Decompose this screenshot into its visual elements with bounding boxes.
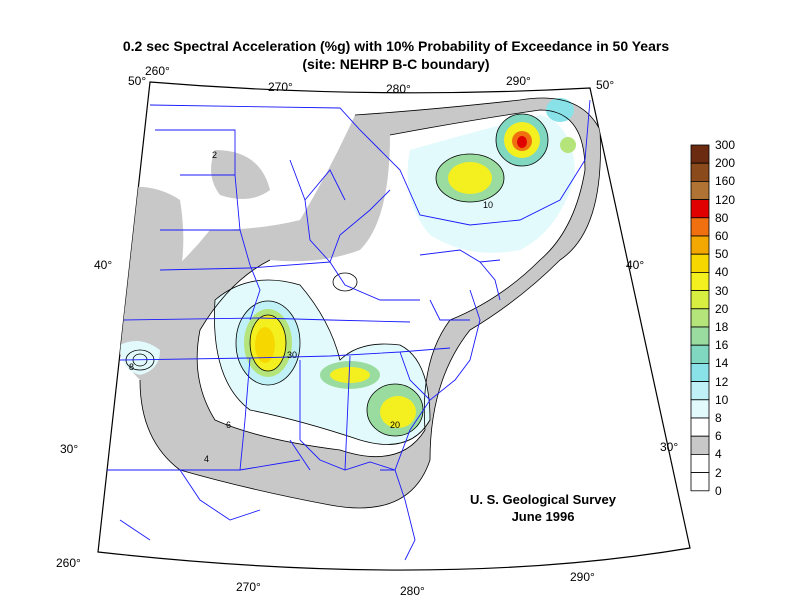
legend-swatch [690, 472, 710, 492]
contour-label: 10 [483, 200, 494, 210]
lon-label-top-3: 280° [386, 82, 411, 96]
legend-swatch [690, 235, 710, 255]
legend-level-label: 120 [715, 192, 736, 207]
lat-label-left-50: 50° [128, 74, 147, 88]
legend-swatch [690, 344, 710, 364]
lat-label-left-40: 40° [94, 258, 113, 272]
lon-label-bottom-4: 290° [570, 570, 595, 584]
legend-swatch [690, 217, 710, 237]
legend-swatch [690, 180, 710, 200]
lon-label-bottom-1: 260° [56, 556, 81, 570]
legend-swatch [690, 199, 710, 219]
legend-level-label: 50 [715, 247, 729, 262]
contour-label: 30 [287, 350, 298, 360]
lat-label-left-30: 30° [60, 442, 79, 456]
legend-level-label: 4 [715, 447, 722, 462]
legend-swatch [690, 290, 710, 310]
legend-swatch [690, 453, 710, 473]
hazard-hotspots [236, 98, 576, 436]
lon-label-top-1: 260° [145, 64, 170, 78]
legend-swatch [690, 162, 710, 182]
legend-level-label: 40 [715, 265, 729, 280]
legend-level-label: 14 [715, 356, 729, 371]
lon-label-bottom-2: 270° [236, 580, 261, 594]
legend-level-label: 80 [715, 210, 729, 225]
legend-swatch [690, 417, 710, 437]
lat-label-right-40: 40° [626, 258, 645, 272]
legend-level-label: 60 [715, 229, 729, 243]
legend-swatch [690, 381, 710, 401]
legend-level-label: 16 [715, 338, 729, 353]
political-boundaries [100, 99, 591, 561]
legend-swatch [690, 326, 710, 346]
legend-level-label: 160 [715, 174, 736, 189]
legend-swatch [690, 435, 710, 455]
legend-swatch [690, 144, 710, 164]
credit-organization: U. S. Geological Survey [470, 492, 616, 507]
credit-date: June 1996 [511, 509, 575, 524]
legend-swatch [690, 253, 710, 273]
legend-swatch [690, 362, 710, 382]
contour-label: 6 [226, 420, 232, 430]
map-title: 0.2 sec Spectral Acceleration (%g) with … [122, 38, 670, 54]
legend-level-label: 2 [715, 465, 722, 480]
lon-label-top-2: 270° [268, 80, 293, 94]
legend-level-label: 10 [715, 392, 729, 407]
legend-swatch [690, 308, 710, 328]
legend-swatch [690, 271, 710, 291]
lat-label-right-30: 30° [660, 440, 679, 454]
lon-label-bottom-3: 280° [400, 584, 425, 598]
legend-level-label: 300 [715, 138, 736, 152]
contour-label: 8 [129, 362, 135, 372]
legend-level-label: 6 [715, 429, 722, 444]
legend-level-label: 18 [715, 320, 729, 334]
legend-level-label: 200 [715, 156, 736, 171]
contour-label: 4 [204, 454, 210, 464]
map-subtitle: (site: NEHRP B-C boundary) [302, 56, 490, 72]
legend-swatch [690, 399, 710, 419]
legend-level-label: 12 [715, 374, 729, 389]
contour-lines [125, 97, 601, 509]
legend-level-label: 20 [715, 301, 729, 316]
contour-label: 20 [390, 420, 401, 430]
lon-label-top-4: 290° [506, 74, 531, 88]
legend-level-label: 8 [715, 411, 722, 425]
lat-label-right-50: 50° [596, 78, 615, 92]
contour-label: 2 [212, 150, 218, 160]
legend-level-label: 30 [715, 283, 729, 298]
legend-level-label: 0 [715, 483, 722, 498]
